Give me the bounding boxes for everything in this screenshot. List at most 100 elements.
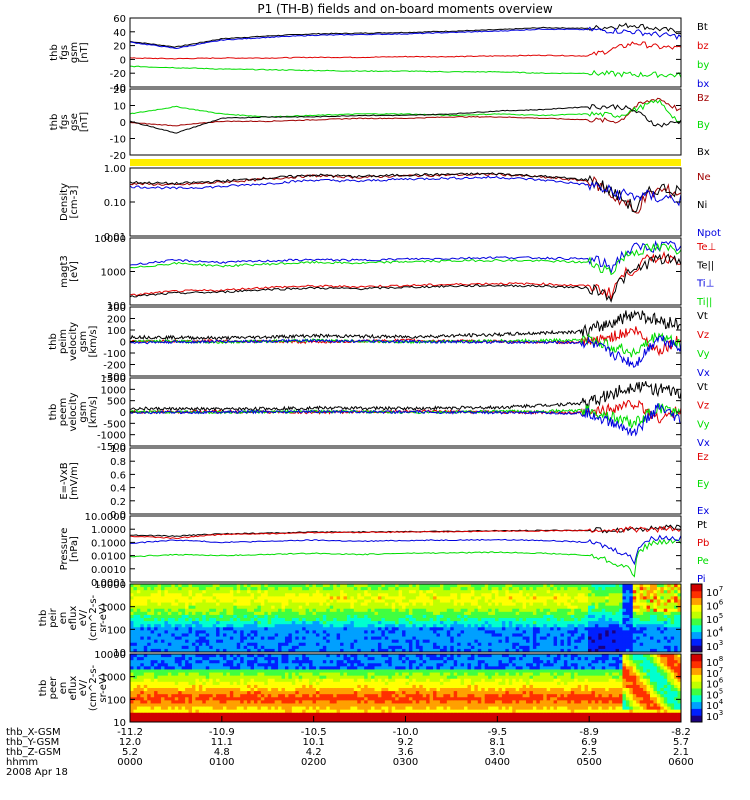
spectrogram-cell [495, 627, 499, 631]
spectrogram-cell [154, 666, 158, 670]
spectrogram-cell [522, 630, 527, 634]
spectrogram-cell [164, 621, 169, 625]
spectrogram-cell [643, 590, 647, 594]
spectrogram-cell [188, 681, 193, 686]
spectrogram-cell [367, 608, 372, 613]
spectrogram-cell [150, 672, 155, 677]
spectrogram-cell [305, 611, 310, 616]
spectrogram-cell [185, 660, 189, 664]
spectrogram-cell [550, 611, 554, 616]
spectrogram-cell [632, 614, 637, 619]
y-axis-label-line: peir [48, 607, 59, 627]
spectrogram-cell [364, 608, 369, 613]
spectrogram-cell [315, 599, 320, 603]
spectrogram-cell [222, 636, 227, 641]
spectrogram-cell [539, 593, 544, 597]
spectrogram-cell [150, 691, 155, 695]
spectrogram-cell [147, 608, 152, 613]
spectrogram-cell [226, 654, 231, 658]
spectrogram-cell [553, 587, 558, 591]
spectrogram-cell [240, 645, 245, 650]
spectrogram-cell [253, 718, 258, 722]
spectrogram-cell [250, 669, 255, 673]
spectrogram-cell [460, 636, 465, 641]
spectrogram-cell [598, 614, 603, 619]
spectrogram-cell [185, 599, 189, 603]
spectrogram-cell [577, 633, 582, 637]
spectrogram-cell [219, 678, 224, 683]
spectrogram-cell [512, 611, 517, 616]
spectrogram-cell [247, 709, 251, 714]
spectrogram-cell [185, 675, 189, 680]
spectrogram-cell [326, 627, 331, 631]
spectrogram-cell [229, 593, 234, 597]
spectrogram-cell [663, 584, 668, 588]
spectrogram-cell [557, 642, 561, 647]
spectrogram-cell [594, 590, 599, 594]
spectrogram-cell [288, 709, 293, 714]
spectrogram-cell [233, 657, 238, 661]
spectrogram-cell [209, 596, 214, 600]
spectrogram-cell [543, 618, 548, 622]
spectrogram-cell [250, 630, 255, 634]
spectrogram-cell [660, 633, 665, 637]
spectrogram-cell [130, 718, 134, 722]
spectrogram-cell [174, 700, 179, 704]
spectrogram-cell [419, 636, 424, 641]
spectrogram-cell [143, 718, 148, 722]
spectrogram-cell [202, 712, 207, 717]
spectrogram-cell [405, 627, 410, 631]
spectrogram-cell [167, 599, 172, 603]
spectrogram-cell [477, 627, 482, 631]
spectrogram-cell [202, 642, 207, 647]
spectrogram-cell [598, 636, 603, 641]
spectrogram-cell [140, 645, 145, 650]
spectrogram-cell [381, 590, 386, 594]
spectrogram-cell [643, 642, 647, 647]
spectrogram-cell [470, 621, 475, 625]
spectrogram-cell [608, 605, 613, 610]
spectrogram-cell [278, 718, 282, 722]
spectrogram-cell [288, 669, 293, 673]
spectrogram-cell [357, 605, 362, 610]
spectrogram-cell [532, 608, 537, 613]
spectrogram-cell [150, 669, 155, 673]
spectrogram-cell [267, 666, 272, 670]
spectrogram-cell [305, 602, 310, 607]
spectrogram-cell [274, 593, 279, 597]
spectrogram-cell [160, 599, 165, 603]
spectrogram-cell [133, 691, 138, 695]
spectrogram-cell [236, 642, 241, 647]
spectrogram-cell [632, 608, 637, 613]
spectrogram-cell [302, 706, 307, 711]
spectrogram-cell [522, 621, 527, 625]
spectrogram-cell [198, 688, 203, 692]
spectrogram-cell [247, 715, 251, 720]
spectrogram-cell [281, 654, 286, 658]
spectrogram-cell [188, 648, 193, 652]
spectrogram-cell [674, 621, 678, 625]
spectrogram-cell [212, 639, 217, 644]
spectrogram-cell [143, 584, 148, 588]
spectrogram-cell [505, 624, 510, 628]
spectrogram-cell [295, 657, 300, 661]
spectrogram-cell [247, 660, 251, 664]
spectrogram-cell [133, 599, 138, 603]
spectrogram-cell [443, 593, 448, 597]
spectrogram-cell [274, 654, 279, 658]
spectrogram-cell [594, 611, 599, 616]
spectrogram-cell [340, 630, 344, 634]
spectrogram-cell [240, 691, 245, 695]
spectrogram-cell [195, 636, 200, 641]
spectrogram-cell [615, 618, 620, 622]
spectrogram-cell [171, 666, 176, 670]
spectrogram-cell [274, 700, 279, 704]
spectrogram-cell [336, 636, 341, 641]
spectrogram-cell [615, 608, 620, 613]
spectrogram-cell [360, 618, 365, 622]
spectrogram-cell [512, 627, 517, 631]
spectrogram-cell [147, 712, 152, 717]
spectrogram-cell [260, 718, 265, 722]
